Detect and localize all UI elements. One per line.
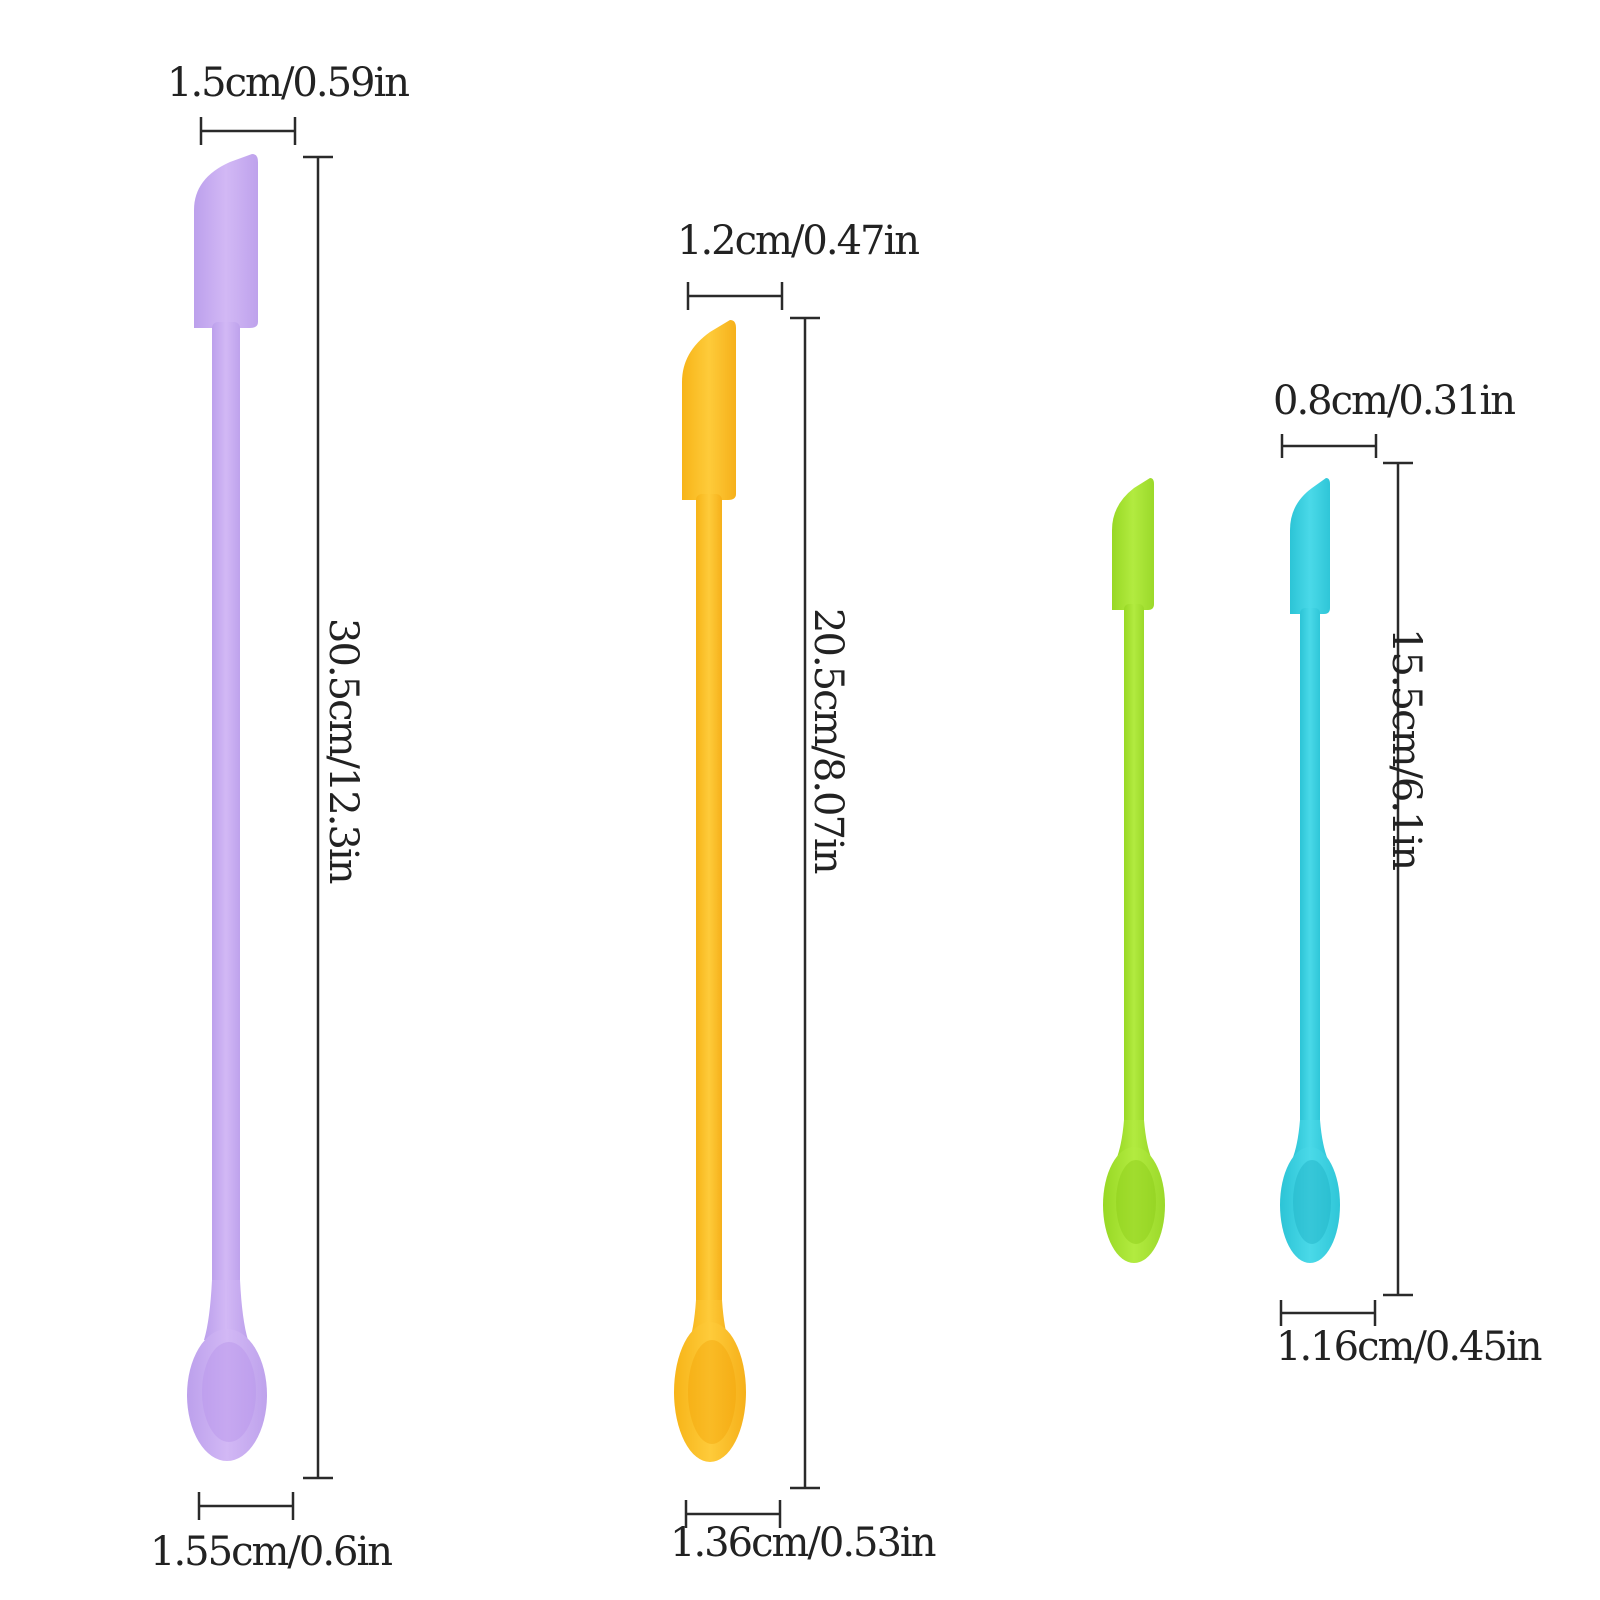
- purple-length-label: 30.5cm/12.3in: [320, 618, 366, 884]
- teal-spoon-width-dimension: [1279, 1300, 1377, 1326]
- yellow-length-dimension: [790, 316, 820, 1490]
- green-handle: [1124, 604, 1144, 1164]
- yellow-handle: [696, 494, 722, 1344]
- yellow-spatula-spoon: [674, 320, 746, 1462]
- teal-spoon-width-label: 1.16cm/0.45in: [1276, 1324, 1542, 1370]
- yellow-length-label: 20.5cm/8.07in: [805, 608, 851, 874]
- teal-head-width-label: 0.8cm/0.31in: [1273, 378, 1515, 424]
- teal-spoon-bowl-hollow: [1293, 1160, 1331, 1244]
- teal-head-width-dimension: [1280, 434, 1378, 458]
- purple-spoon-neck: [204, 1280, 248, 1340]
- yellow-spoon-width-dimension: [684, 1500, 782, 1528]
- teal-spatula-spoon: [1280, 478, 1340, 1263]
- teal-length-dimension: [1383, 461, 1413, 1297]
- purple-length-dimension: [303, 155, 333, 1480]
- purple-spatula-spoon: [187, 154, 267, 1461]
- green-spoon-bowl-hollow: [1116, 1160, 1156, 1244]
- purple-head-width-dimension: [199, 117, 297, 145]
- green-spoon-bowl: [1103, 1147, 1165, 1263]
- yellow-head-width-dimension: [686, 282, 784, 310]
- teal-handle: [1300, 608, 1320, 1163]
- purple-spoon-bowl-hollow: [202, 1342, 256, 1442]
- yellow-spoon-bowl-hollow: [688, 1340, 736, 1444]
- purple-spoon-width-dimension: [197, 1492, 295, 1520]
- teal-spoon-bowl: [1280, 1147, 1340, 1263]
- yellow-spoon-bowl: [674, 1322, 746, 1462]
- purple-handle: [212, 322, 240, 1322]
- purple-head-width-label: 1.5cm/0.59in: [167, 60, 409, 106]
- teal-length-label: 15.5cm/6.1in: [1383, 628, 1429, 870]
- yellow-head-width-label: 1.2cm/0.47in: [677, 218, 919, 264]
- purple-spoon-bowl: [187, 1329, 267, 1461]
- purple-spatula-head: [194, 154, 258, 328]
- teal-spatula-head: [1290, 478, 1330, 614]
- green-spatula-head: [1112, 478, 1154, 610]
- yellow-spoon-width-label: 1.36cm/0.53in: [670, 1520, 936, 1566]
- green-spatula-spoon: [1103, 478, 1165, 1263]
- yellow-spatula-head: [682, 320, 736, 500]
- purple-spoon-width-label: 1.55cm/0.6in: [150, 1529, 392, 1575]
